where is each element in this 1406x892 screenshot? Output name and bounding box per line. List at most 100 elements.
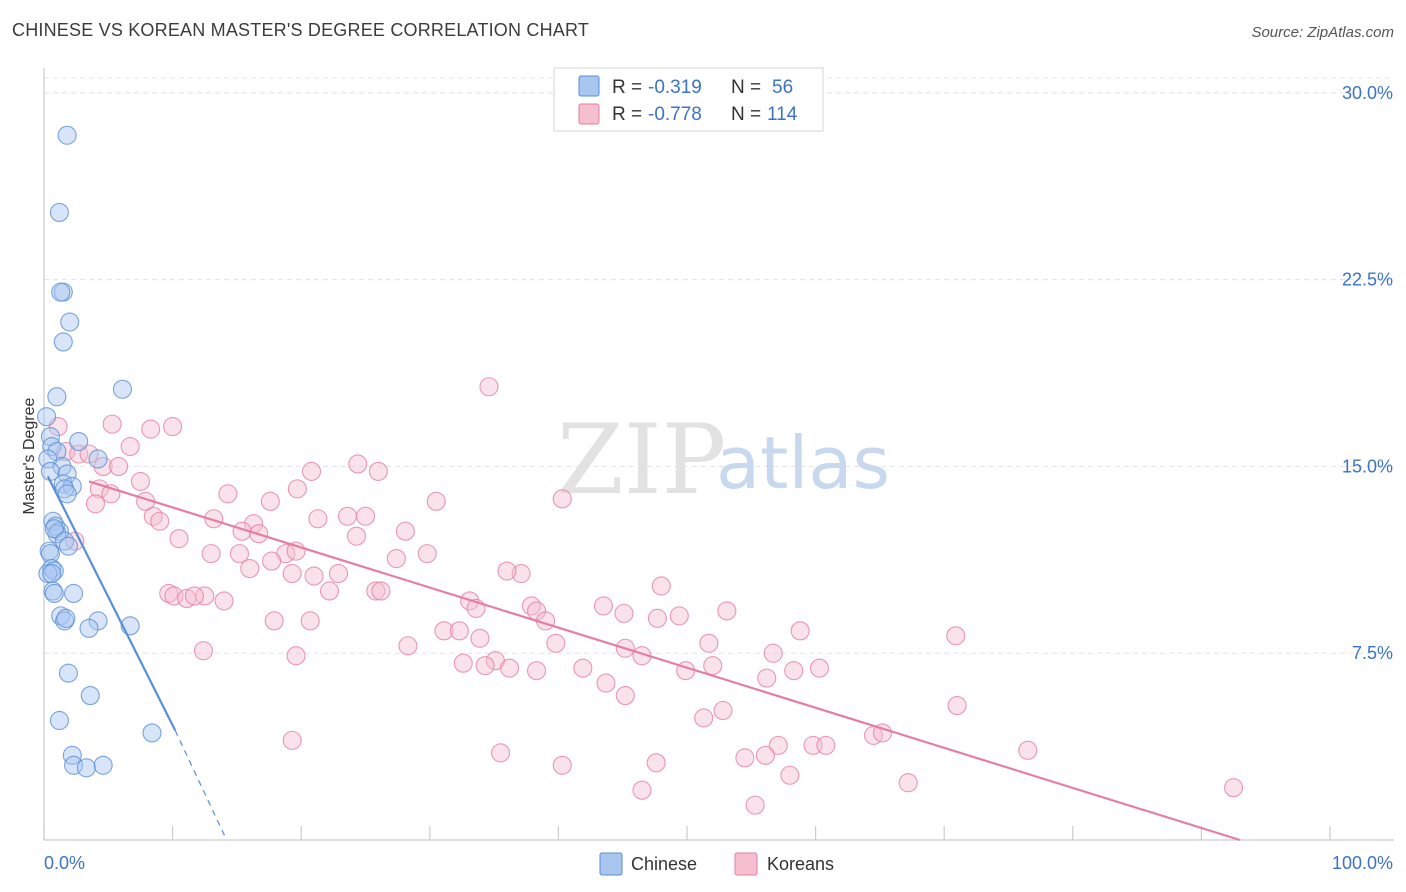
data-point-chinese bbox=[49, 521, 69, 541]
data-point-koreans bbox=[177, 588, 197, 608]
data-point-koreans bbox=[615, 686, 635, 706]
data-points bbox=[37, 125, 1244, 815]
y-axis-label: Master's Degree bbox=[21, 397, 38, 514]
data-point-koreans bbox=[204, 509, 224, 529]
legend-n-value-chinese: 56 bbox=[772, 77, 793, 98]
data-point-koreans bbox=[201, 544, 221, 564]
data-point-koreans bbox=[282, 563, 302, 584]
data-point-koreans bbox=[573, 658, 593, 678]
data-point-koreans bbox=[479, 377, 499, 397]
data-point-koreans bbox=[511, 563, 531, 584]
data-point-koreans bbox=[150, 511, 170, 531]
data-point-chinese bbox=[57, 464, 77, 484]
data-point-chinese bbox=[69, 431, 89, 452]
trend-line-chinese bbox=[46, 475, 177, 731]
data-point-koreans bbox=[260, 491, 280, 511]
data-point-koreans bbox=[593, 596, 613, 616]
data-point-chinese bbox=[37, 407, 57, 427]
data-point-koreans bbox=[694, 708, 714, 728]
data-point-koreans bbox=[784, 661, 804, 681]
data-point-chinese bbox=[80, 686, 100, 706]
source-credit: Source: ZipAtlas.com bbox=[1251, 24, 1394, 41]
legend-r-value-chinese: -0.319 bbox=[648, 77, 702, 98]
data-point-chinese bbox=[43, 511, 63, 531]
data-point-koreans bbox=[328, 563, 349, 584]
data-point-chinese bbox=[58, 663, 78, 683]
trend-line-koreans bbox=[88, 480, 1241, 842]
series-legend-swatch-chinese bbox=[599, 852, 623, 876]
data-point-koreans bbox=[159, 583, 179, 604]
data-point-koreans bbox=[872, 723, 893, 743]
data-point-chinese bbox=[62, 745, 82, 765]
data-point-koreans bbox=[169, 529, 189, 549]
trend-lines bbox=[46, 475, 1241, 842]
legend-r-label-chinese: R = bbox=[612, 77, 642, 98]
data-point-chinese bbox=[58, 536, 78, 556]
legend-n-label-chinese: N = bbox=[731, 77, 761, 98]
trend-line-extension-chinese bbox=[174, 730, 228, 841]
data-point-koreans bbox=[526, 661, 547, 681]
legend-swatch-chinese bbox=[578, 75, 600, 97]
x-tick-label-max: 100.0% bbox=[1332, 853, 1393, 873]
data-point-koreans bbox=[497, 561, 517, 581]
data-point-koreans bbox=[264, 611, 284, 631]
data-point-koreans bbox=[355, 506, 376, 526]
data-point-koreans bbox=[713, 700, 733, 721]
data-point-koreans bbox=[398, 636, 418, 656]
data-point-koreans bbox=[816, 735, 836, 755]
data-point-koreans bbox=[632, 780, 652, 800]
data-point-chinese bbox=[57, 125, 77, 145]
data-point-chinese bbox=[53, 332, 73, 352]
data-point-koreans bbox=[348, 454, 368, 474]
data-point-chinese bbox=[42, 563, 62, 584]
y-tick-label: 22.5% bbox=[1342, 270, 1393, 290]
data-point-chinese bbox=[112, 379, 132, 399]
data-point-koreans bbox=[366, 581, 386, 601]
watermark-atlas: atlas bbox=[716, 421, 890, 505]
data-point-koreans bbox=[499, 658, 520, 678]
data-point-koreans bbox=[651, 576, 671, 596]
data-point-koreans bbox=[614, 603, 634, 623]
data-point-chinese bbox=[76, 758, 96, 778]
data-point-koreans bbox=[596, 673, 616, 693]
data-point-koreans bbox=[647, 608, 667, 628]
y-tick-label: 15.0% bbox=[1342, 456, 1393, 476]
data-point-koreans bbox=[85, 494, 105, 514]
data-point-koreans bbox=[109, 456, 129, 477]
data-point-koreans bbox=[790, 621, 810, 641]
data-point-koreans bbox=[745, 795, 765, 815]
data-point-koreans bbox=[386, 549, 406, 569]
data-point-koreans bbox=[395, 521, 415, 541]
data-point-chinese bbox=[44, 583, 64, 604]
data-point-koreans bbox=[1224, 778, 1244, 798]
data-point-koreans bbox=[102, 414, 122, 434]
y-tick-label: 30.0% bbox=[1342, 83, 1393, 103]
data-point-chinese bbox=[47, 387, 67, 407]
data-point-koreans bbox=[646, 753, 666, 773]
data-point-koreans bbox=[287, 479, 307, 499]
data-point-chinese bbox=[64, 583, 84, 604]
data-point-koreans bbox=[946, 626, 966, 646]
data-point-chinese bbox=[79, 618, 99, 638]
data-point-koreans bbox=[89, 479, 109, 499]
data-point-chinese bbox=[142, 723, 162, 743]
data-point-koreans bbox=[552, 755, 572, 775]
data-point-chinese bbox=[60, 312, 80, 332]
data-point-chinese bbox=[51, 282, 71, 302]
data-point-koreans bbox=[184, 586, 205, 606]
series-legend-label-koreans: Koreans bbox=[767, 854, 834, 874]
data-point-koreans bbox=[755, 745, 775, 765]
data-point-koreans bbox=[193, 641, 214, 661]
legend-n-value-koreans: 114 bbox=[767, 104, 798, 125]
data-point-koreans bbox=[475, 656, 495, 676]
legend-n-label-koreans: N = bbox=[731, 104, 761, 125]
data-point-koreans bbox=[229, 544, 250, 564]
data-point-koreans bbox=[717, 601, 737, 621]
data-point-chinese bbox=[56, 608, 76, 628]
data-point-koreans bbox=[304, 566, 324, 586]
series-legend-label-chinese: Chinese bbox=[631, 854, 697, 874]
data-point-koreans bbox=[214, 591, 234, 611]
data-point-chinese bbox=[88, 449, 108, 469]
data-point-chinese bbox=[47, 524, 67, 544]
